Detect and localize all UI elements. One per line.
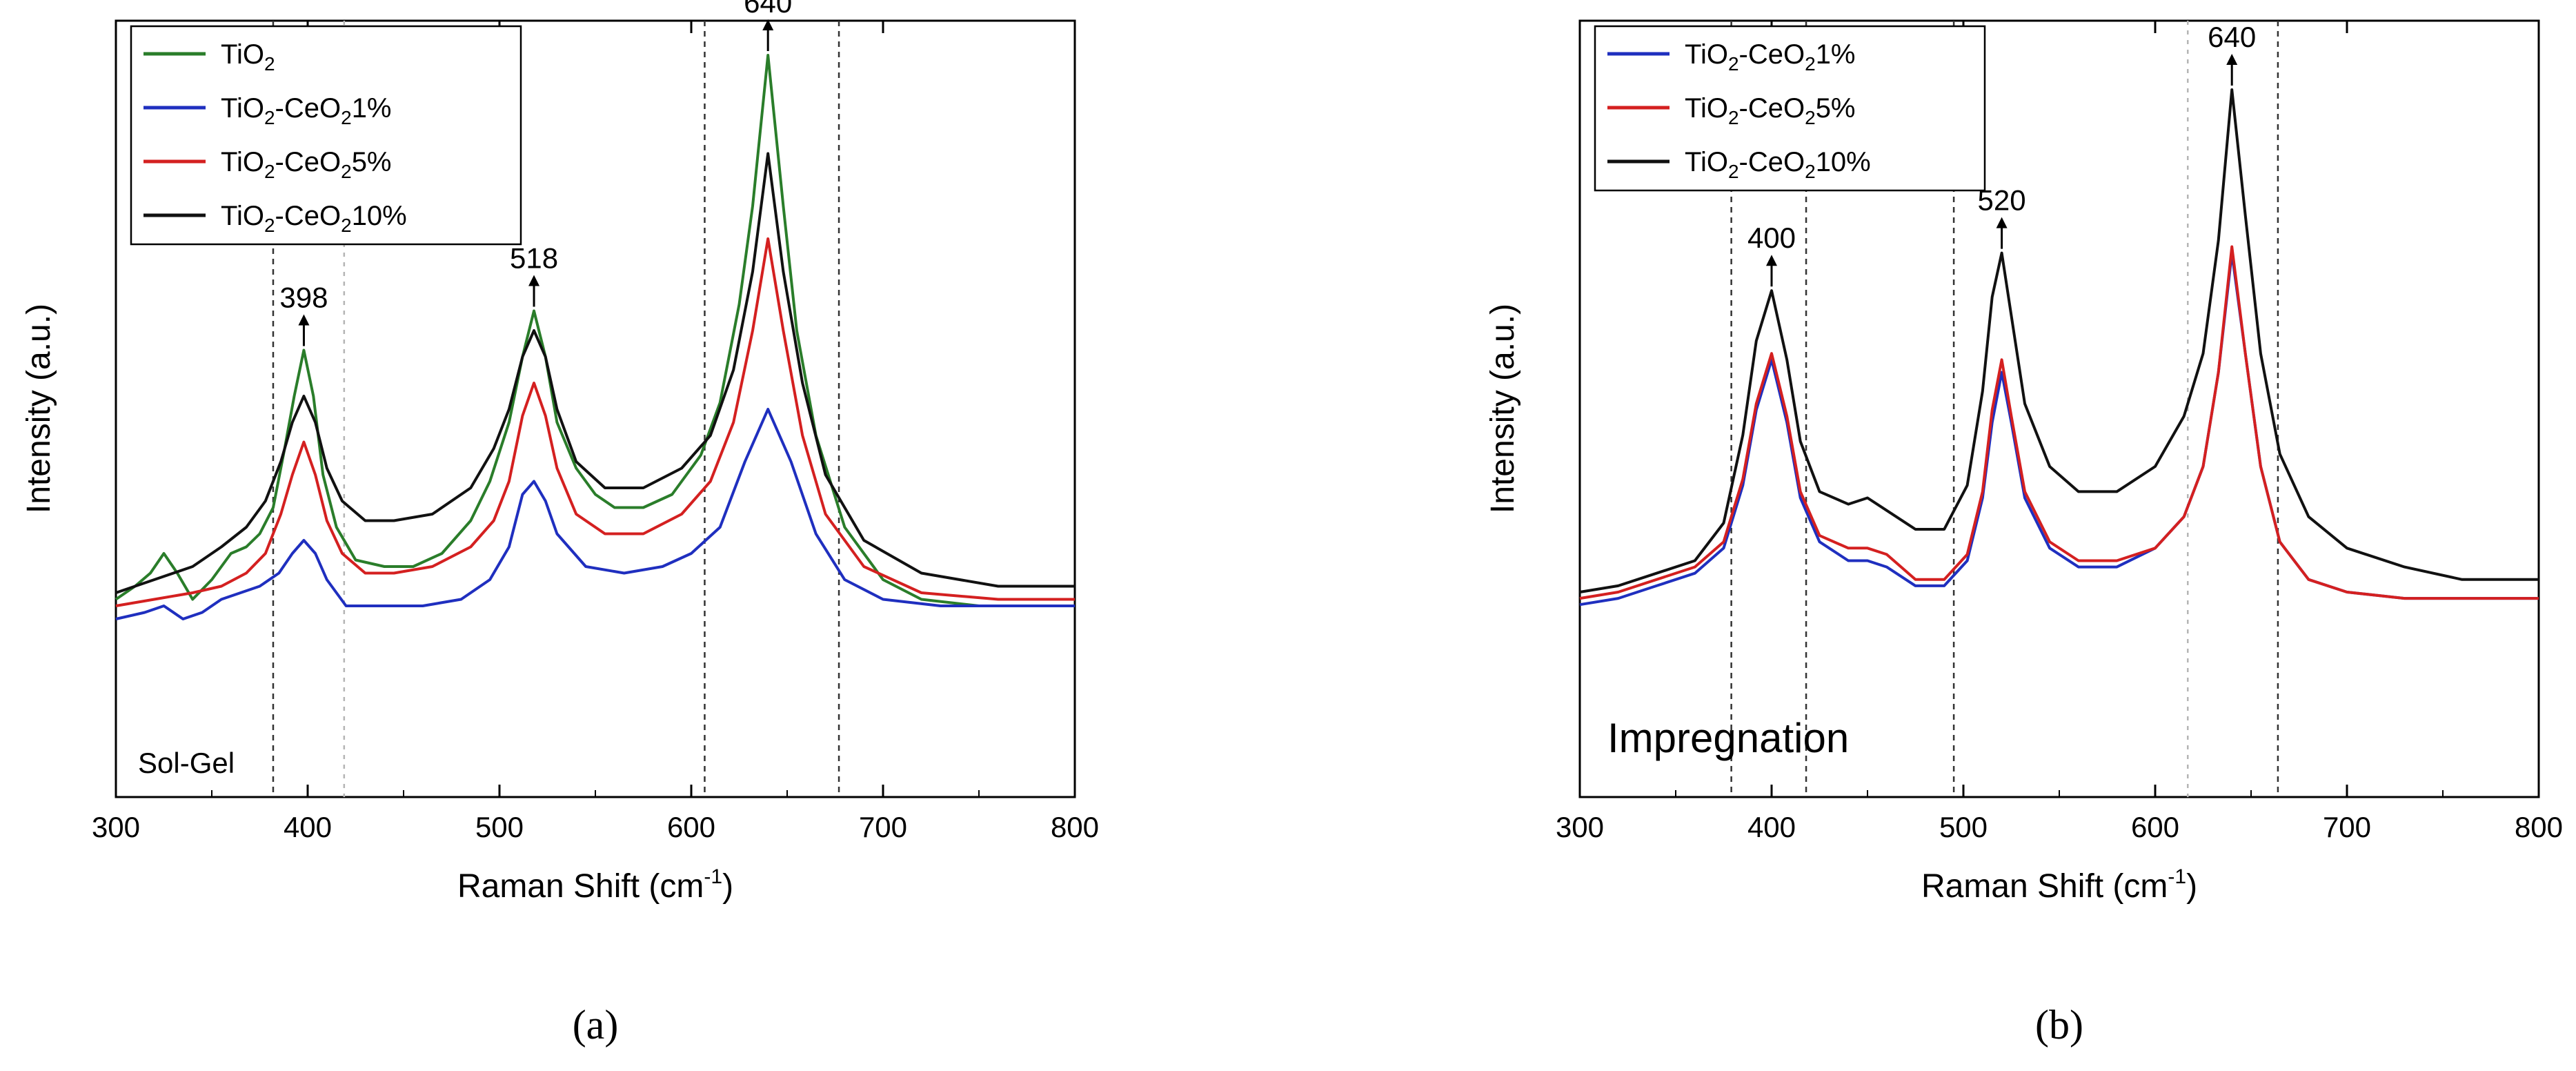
- panel-b-peak-label: 640: [2208, 21, 2256, 53]
- panel-b-x-tick-label: 500: [1939, 811, 1988, 843]
- panel-b-x-tick-label: 300: [1556, 811, 1604, 843]
- panel-a-peak-labels: 398 518 640: [279, 0, 792, 346]
- panel-b-x-tick-label: 700: [2323, 811, 2371, 843]
- panel-a-peak-arrow-head: [762, 19, 774, 30]
- panel-a-x-tick-label: 600: [667, 811, 715, 843]
- panel-a: 398 518 640 300 400 500 600 700 800 TiO2 TiO2-Ce…: [21, 0, 1099, 1048]
- panel-a-series-line-4: [115, 152, 1075, 594]
- panel-b-series: [1579, 88, 2539, 607]
- panel-a-series-line-2: [115, 408, 1075, 620]
- panel-b-label: (b): [2035, 1002, 2083, 1048]
- panel-b-x-tick-label: 800: [2515, 811, 2563, 843]
- panel-b-y-axis-label: Intensity (a.u.): [1485, 304, 1521, 513]
- panel-a-label: (a): [573, 1002, 619, 1048]
- panel-a-x-axis-label: Raman Shift (cm-1): [457, 865, 733, 905]
- panel-a-peak-label: 398: [279, 282, 328, 314]
- panel-b-reference-lines: [1730, 21, 2279, 797]
- panel-b-legend: TiO2-CeO21% TiO2-CeO25% TiO2-CeO210%: [1594, 25, 1986, 192]
- panel-b-annotation: Impregnation: [1607, 715, 1849, 761]
- panel-a-legend: TiO2 TiO2-CeO21% TiO2-CeO25% TiO2-CeO210%: [130, 25, 522, 246]
- panel-a-x-tick-label: 800: [1051, 811, 1099, 843]
- panel-b-peak-label: 400: [1747, 222, 1796, 254]
- panel-a-series-line-3: [115, 237, 1075, 607]
- panel-a-x-tick-label: 500: [475, 811, 524, 843]
- panel-a-legend-label: TiO2: [221, 39, 275, 75]
- panel-a-legend-box: [130, 25, 522, 246]
- panel-b-ticks: 300 400 500 600 700 800: [1556, 21, 2563, 843]
- panel-a-x-tick-label: 400: [284, 811, 332, 843]
- panel-b-peak-arrow-head: [2226, 54, 2238, 65]
- panel-b-peak-arrow-head: [1766, 255, 1777, 266]
- panel-b-series-line-3: [1579, 88, 2539, 593]
- panel-a-ticks: 300 400 500 600 700 800: [92, 21, 1099, 843]
- panel-b-legend-label: TiO2-CeO25%: [1685, 93, 1856, 128]
- panel-a-peak-label: 640: [744, 0, 792, 19]
- panel-a-peak-label: 518: [510, 242, 558, 275]
- panel-a-legend-label: TiO2-CeO210%: [221, 201, 407, 236]
- panel-b-x-tick-label: 400: [1747, 811, 1796, 843]
- panel-a-series: [115, 54, 1075, 620]
- panel-a-legend-label: TiO2-CeO21%: [221, 93, 392, 128]
- panel-a-x-tick-label: 700: [859, 811, 907, 843]
- panel-b-peak-arrow-head: [1996, 217, 2008, 228]
- panel-a-y-axis-label: Intensity (a.u.): [21, 304, 57, 513]
- panel-b-legend-label: TiO2-CeO21%: [1685, 39, 1856, 75]
- panel-a-peak-arrow-head: [298, 314, 310, 326]
- panel-b-legend-label: TiO2-CeO210%: [1685, 147, 1871, 182]
- panel-a-legend-label: TiO2-CeO25%: [221, 147, 392, 182]
- panel-a-x-tick-label: 300: [92, 811, 140, 843]
- panel-a-annotation: Sol-Gel: [138, 747, 235, 779]
- panel-a-series-line-1: [115, 54, 1075, 607]
- panel-a-peak-arrow-head: [528, 275, 540, 286]
- panel-b-x-tick-label: 600: [2131, 811, 2179, 843]
- panel-b-series-line-2: [1579, 245, 2539, 600]
- panel-b-x-axis-label: Raman Shift (cm-1): [1921, 865, 2197, 905]
